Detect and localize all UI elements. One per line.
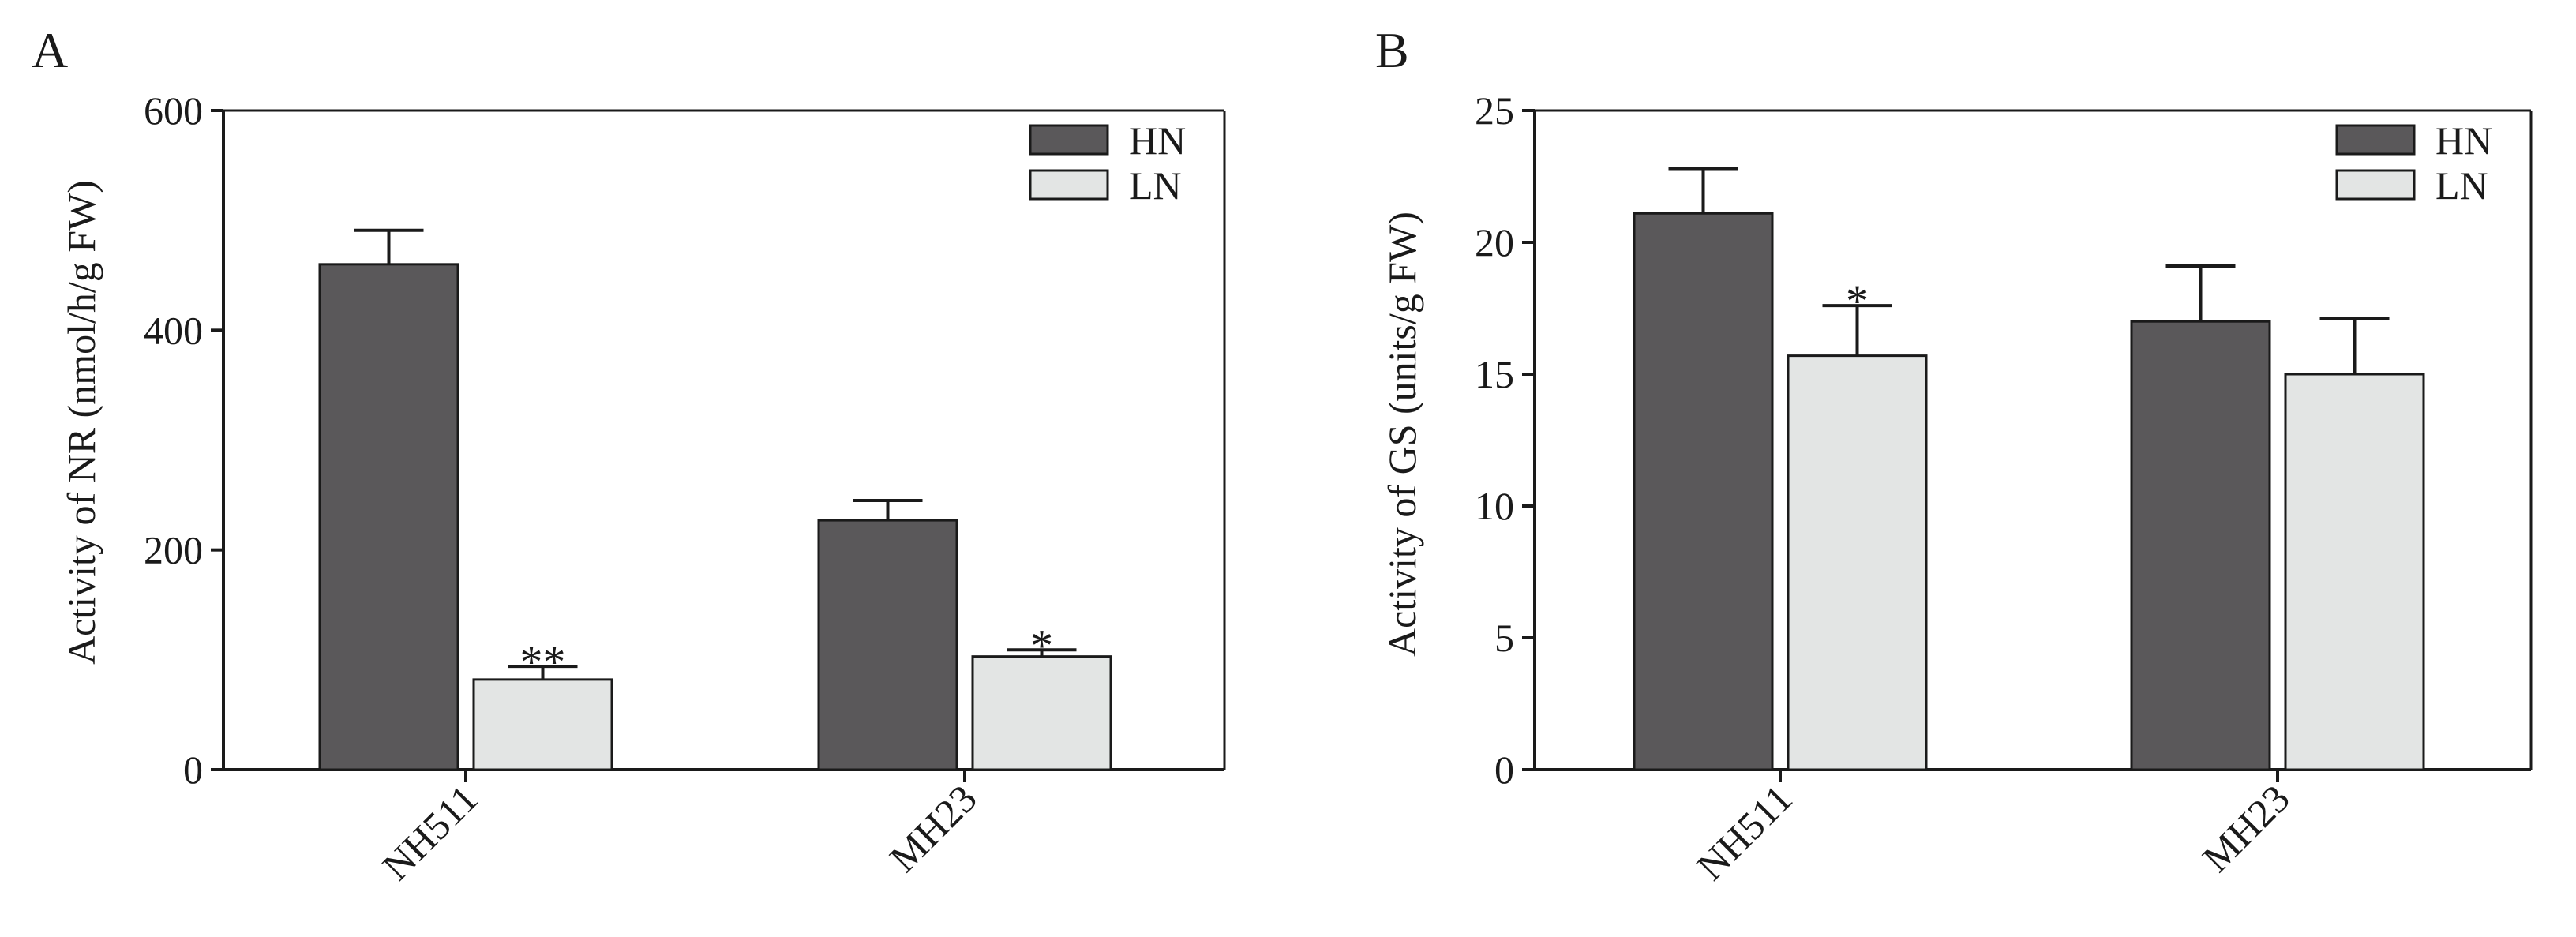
panel-b-letter: B xyxy=(1375,22,1409,78)
panel-b-y-tick-label: 0 xyxy=(1494,748,1514,792)
panel-a-category-label: MH23 xyxy=(881,776,985,880)
panel-b-bar-hn-mh23 xyxy=(2130,320,2271,771)
panel-a-significance-label: * xyxy=(1030,620,1053,671)
panel-b-y-tick-label: 5 xyxy=(1494,616,1514,660)
panel-a-plot-area: 0 200 400 600 ** NH511 * MH23 xyxy=(144,88,1226,889)
panel-b-legend-label-ln: LN xyxy=(2435,163,2488,208)
panel-a-y-tick-label: 200 xyxy=(144,528,203,572)
panel-a-y-tick-label: 0 xyxy=(183,748,203,792)
panel-b-plot-area: 0 5 10 15 20 25 * NH511 MH23 xyxy=(1475,88,2533,889)
panel-a-legend: HN LN xyxy=(1029,118,1186,208)
panel-a-bar-hn-nh511 xyxy=(318,263,459,771)
panel-a-legend-label-ln: LN xyxy=(1129,163,1182,208)
panel-b-y-tick-label: 25 xyxy=(1475,88,1514,133)
panel-a-letter: A xyxy=(32,22,68,78)
panel-b-category-label: NH511 xyxy=(1688,776,1800,888)
panel-b-legend: HN LN xyxy=(2335,118,2492,208)
panel-b-category-label: MH23 xyxy=(2194,776,2298,880)
panel-a-category-label: NH511 xyxy=(373,776,486,888)
panel-a-bar-ln-mh23 xyxy=(971,655,1112,771)
panel-a-significance-label: ** xyxy=(520,636,566,688)
panel-a-y-tick-label: 600 xyxy=(144,88,203,133)
panel-b-y-tick-label: 15 xyxy=(1475,352,1514,396)
panel-b-bar-ln-mh23 xyxy=(2284,373,2425,771)
panel-a-legend-swatch-hn xyxy=(1029,124,1109,156)
panel-b-y-axis-title: Activity of GS (units/g FW) xyxy=(1380,212,1424,657)
panel-b-legend-swatch-ln xyxy=(2335,169,2416,201)
panel-a: A Activity of NR (nmol/h/g FW) 0 200 400 60… xyxy=(32,22,1226,889)
panel-a-y-tick-label: 400 xyxy=(144,308,203,352)
panel-b-y-tick-label: 10 xyxy=(1475,484,1514,528)
panel-b-bar-hn-nh511 xyxy=(1633,212,1774,771)
panel-b-bar-ln-nh511 xyxy=(1787,354,1928,771)
panel-b-y-tick-label: 20 xyxy=(1475,220,1514,264)
panel-a-legend-swatch-ln xyxy=(1029,169,1109,201)
panel-b-legend-label-hn: HN xyxy=(2435,118,2492,163)
panel-b-legend-swatch-hn xyxy=(2335,124,2416,156)
panel-a-bar-hn-mh23 xyxy=(817,519,958,771)
panel-a-bar-ln-nh511 xyxy=(472,678,613,771)
panel-b-significance-label: * xyxy=(1846,275,1869,327)
panel-b: B Activity of GS (units/g FW) 0 5 10 15 20 25… xyxy=(1375,22,2533,889)
panel-a-y-axis-title: Activity of NR (nmol/h/g FW) xyxy=(59,180,103,665)
panel-a-legend-label-hn: HN xyxy=(1129,118,1186,163)
